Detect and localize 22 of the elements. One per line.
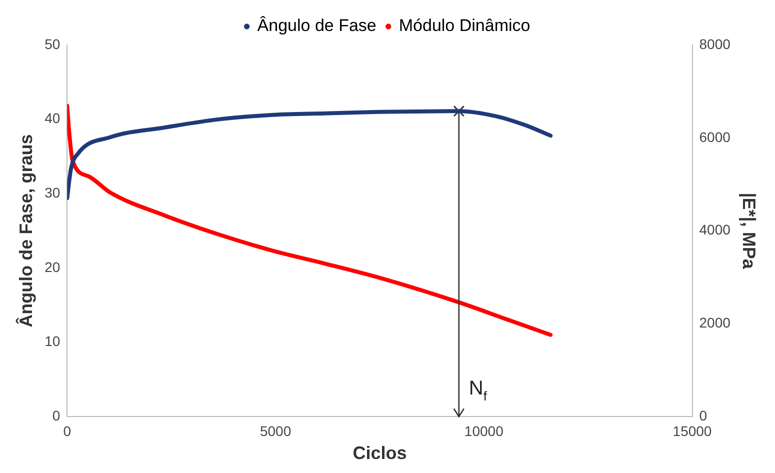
x-axis-title: Ciclos [352, 443, 407, 464]
x-tick-label: 5000 [260, 422, 292, 439]
y-tick-label: 10 [44, 333, 60, 350]
x-tick-label: 10000 [464, 422, 504, 439]
legend-label: Ângulo de Fase [257, 16, 376, 36]
y2-tick-label: 0 [699, 407, 708, 424]
y-tick-label: 50 [44, 36, 60, 52]
y2-tick-label: 2000 [699, 314, 731, 331]
legend-label: Módulo Dinâmico [398, 16, 530, 36]
y2-tick-label: 6000 [699, 128, 731, 145]
y-tick-label: 20 [44, 258, 60, 275]
y-tick-label: 30 [44, 184, 60, 200]
line-series [67, 109, 553, 200]
y2-tick-label: 8000 [699, 36, 731, 52]
x-tick-label: 0 [63, 422, 72, 439]
x-tick-label: 15000 [672, 422, 712, 439]
line-series [67, 104, 553, 337]
y-tick-label: 40 [44, 110, 60, 126]
y2-tick-label: 4000 [699, 222, 731, 238]
y-tick-label: 0 [52, 407, 60, 424]
y-axis-title: Ângulo de Fase, graus [14, 134, 36, 328]
y2-axis-title: |E*|, MPa [739, 192, 760, 270]
